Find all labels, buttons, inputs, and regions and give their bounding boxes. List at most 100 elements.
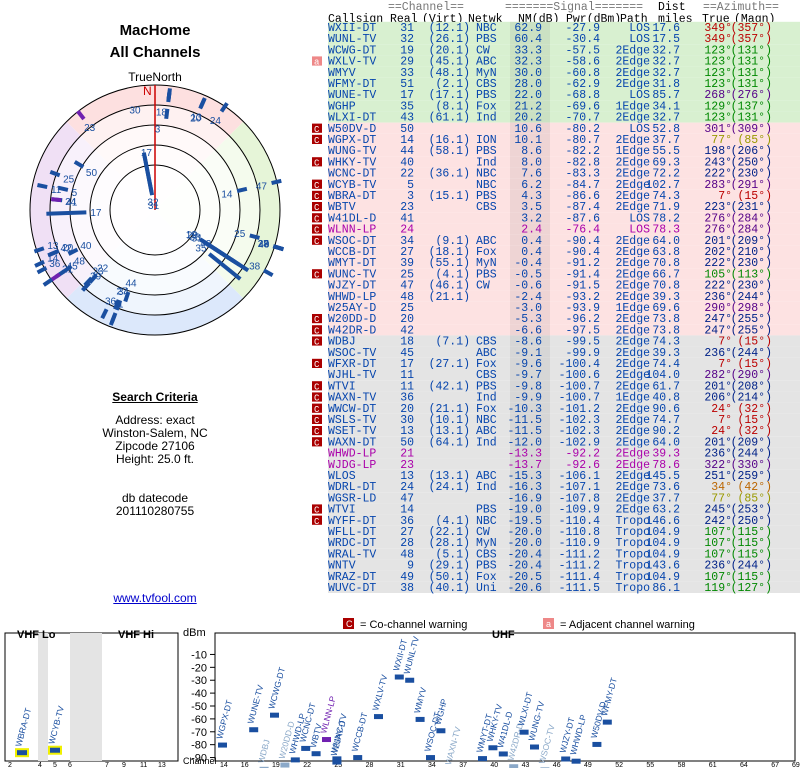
table-row[interactable] bbox=[328, 167, 800, 179]
adjacent-channel-icon bbox=[543, 618, 554, 629]
spectrum-bar bbox=[405, 677, 415, 683]
tvfool-link[interactable]: www.tvfool.com bbox=[113, 591, 197, 605]
table-row[interactable] bbox=[328, 380, 800, 392]
table-row[interactable] bbox=[328, 189, 800, 201]
cell-dist: 78.2 bbox=[652, 212, 680, 225]
cell-pwr: -92.2 bbox=[565, 448, 600, 461]
polar-channel-label: 13 bbox=[47, 241, 59, 252]
spectrum-bar bbox=[394, 674, 404, 680]
cell-network: CW bbox=[476, 280, 490, 293]
uhf-tick-label: 34 bbox=[428, 762, 436, 768]
table-row[interactable] bbox=[328, 391, 800, 403]
table-row[interactable] bbox=[328, 290, 800, 302]
table-row[interactable] bbox=[328, 503, 800, 515]
table-row[interactable] bbox=[328, 570, 800, 582]
table-row[interactable] bbox=[328, 458, 800, 470]
cell-callsign: WFXR-DT bbox=[328, 358, 376, 371]
table-row[interactable] bbox=[328, 55, 800, 67]
table-row[interactable] bbox=[328, 122, 800, 134]
polar-station-bar bbox=[207, 252, 242, 281]
cell-virt: (15.1) bbox=[429, 190, 470, 203]
spectrum-bar-label: WUNE-TV bbox=[245, 684, 265, 725]
cell-path: 2Edge bbox=[615, 347, 650, 360]
polar-channel-label: 20 bbox=[190, 114, 202, 125]
table-row[interactable] bbox=[328, 481, 800, 493]
table-row[interactable] bbox=[328, 89, 800, 101]
cell-nm: -9.8 bbox=[514, 380, 542, 393]
warning-icon-letter: C bbox=[314, 214, 320, 224]
table-row[interactable] bbox=[328, 514, 800, 526]
cell-azimuth-magn: (309°) bbox=[731, 123, 772, 136]
vhf-tick-label: 4 bbox=[38, 762, 42, 768]
table-row[interactable] bbox=[328, 212, 800, 224]
table-row[interactable] bbox=[328, 301, 800, 313]
cell-dist: 74.3 bbox=[652, 336, 680, 349]
table-row[interactable] bbox=[328, 257, 800, 269]
cell-path: 2Edge bbox=[615, 67, 650, 80]
table-row[interactable] bbox=[328, 492, 800, 504]
warning-icon bbox=[312, 202, 322, 212]
cell-path: 1Edge bbox=[615, 145, 650, 158]
nm-cell-bg bbox=[510, 581, 550, 593]
table-row[interactable] bbox=[328, 313, 800, 325]
table-row[interactable] bbox=[328, 33, 800, 45]
cell-path: 2Edge bbox=[615, 134, 650, 147]
cell-azimuth-true: 282° bbox=[704, 369, 732, 382]
polar-station-bar bbox=[108, 314, 117, 326]
table-row[interactable] bbox=[328, 268, 800, 280]
table-row[interactable] bbox=[328, 145, 800, 157]
table-row[interactable] bbox=[328, 111, 800, 123]
cell-callsign: WAXN-DT bbox=[328, 436, 376, 449]
table-row[interactable] bbox=[328, 425, 800, 437]
table-row[interactable] bbox=[328, 469, 800, 481]
cell-azimuth-true: 7° bbox=[718, 414, 732, 427]
table-row[interactable] bbox=[328, 21, 800, 33]
cell-azimuth-magn: (290°) bbox=[731, 369, 772, 382]
table-row[interactable] bbox=[328, 324, 800, 336]
table-row[interactable] bbox=[328, 44, 800, 56]
table-row[interactable] bbox=[328, 77, 800, 89]
table-row[interactable] bbox=[328, 66, 800, 78]
table-row[interactable] bbox=[328, 581, 800, 593]
cell-nm: -11.5 bbox=[507, 414, 542, 427]
polar-channel-label: 25 bbox=[234, 229, 246, 240]
table-row[interactable] bbox=[328, 447, 800, 459]
table-row[interactable] bbox=[328, 402, 800, 414]
cell-azimuth-true: 24° bbox=[711, 425, 732, 438]
table-row[interactable] bbox=[328, 413, 800, 425]
cell-nm: 22.0 bbox=[514, 89, 542, 102]
polar-station-bar bbox=[271, 178, 282, 186]
table-row[interactable] bbox=[328, 201, 800, 213]
table-row[interactable] bbox=[328, 234, 800, 246]
cell-path: 2Edge bbox=[615, 492, 650, 505]
polar-channel-label: 42 bbox=[61, 244, 73, 255]
table-row[interactable] bbox=[328, 525, 800, 537]
warning-icon-letter: C bbox=[314, 506, 320, 516]
table-row[interactable] bbox=[328, 335, 800, 347]
table-row[interactable] bbox=[328, 245, 800, 257]
table-row[interactable] bbox=[328, 100, 800, 112]
cell-nm: 20.2 bbox=[514, 112, 542, 125]
cell-azimuth-true: 236° bbox=[704, 448, 732, 461]
page-title: MacHome bbox=[119, 22, 191, 39]
cell-path: 2Edge bbox=[615, 313, 650, 326]
table-row[interactable] bbox=[328, 537, 800, 549]
table-row[interactable] bbox=[328, 279, 800, 291]
table-row[interactable] bbox=[328, 346, 800, 358]
table-row[interactable] bbox=[328, 436, 800, 448]
table-row[interactable] bbox=[328, 223, 800, 235]
criteria-body: Address: exact Winston-Salem, NC Zipcode… bbox=[0, 414, 310, 466]
table-row[interactable] bbox=[328, 369, 800, 381]
cell-azimuth-magn: (298°) bbox=[731, 302, 772, 315]
vhf-tick-label: 2 bbox=[8, 762, 12, 768]
vhf-tick-label: 13 bbox=[158, 762, 166, 768]
table-row[interactable] bbox=[328, 548, 800, 560]
cell-azimuth-magn: (244°) bbox=[731, 560, 772, 573]
table-row[interactable] bbox=[328, 178, 800, 190]
warning-icon bbox=[312, 56, 322, 66]
table-row[interactable] bbox=[328, 133, 800, 145]
table-row[interactable] bbox=[328, 156, 800, 168]
table-row[interactable] bbox=[328, 559, 800, 571]
table-row[interactable] bbox=[328, 357, 800, 369]
